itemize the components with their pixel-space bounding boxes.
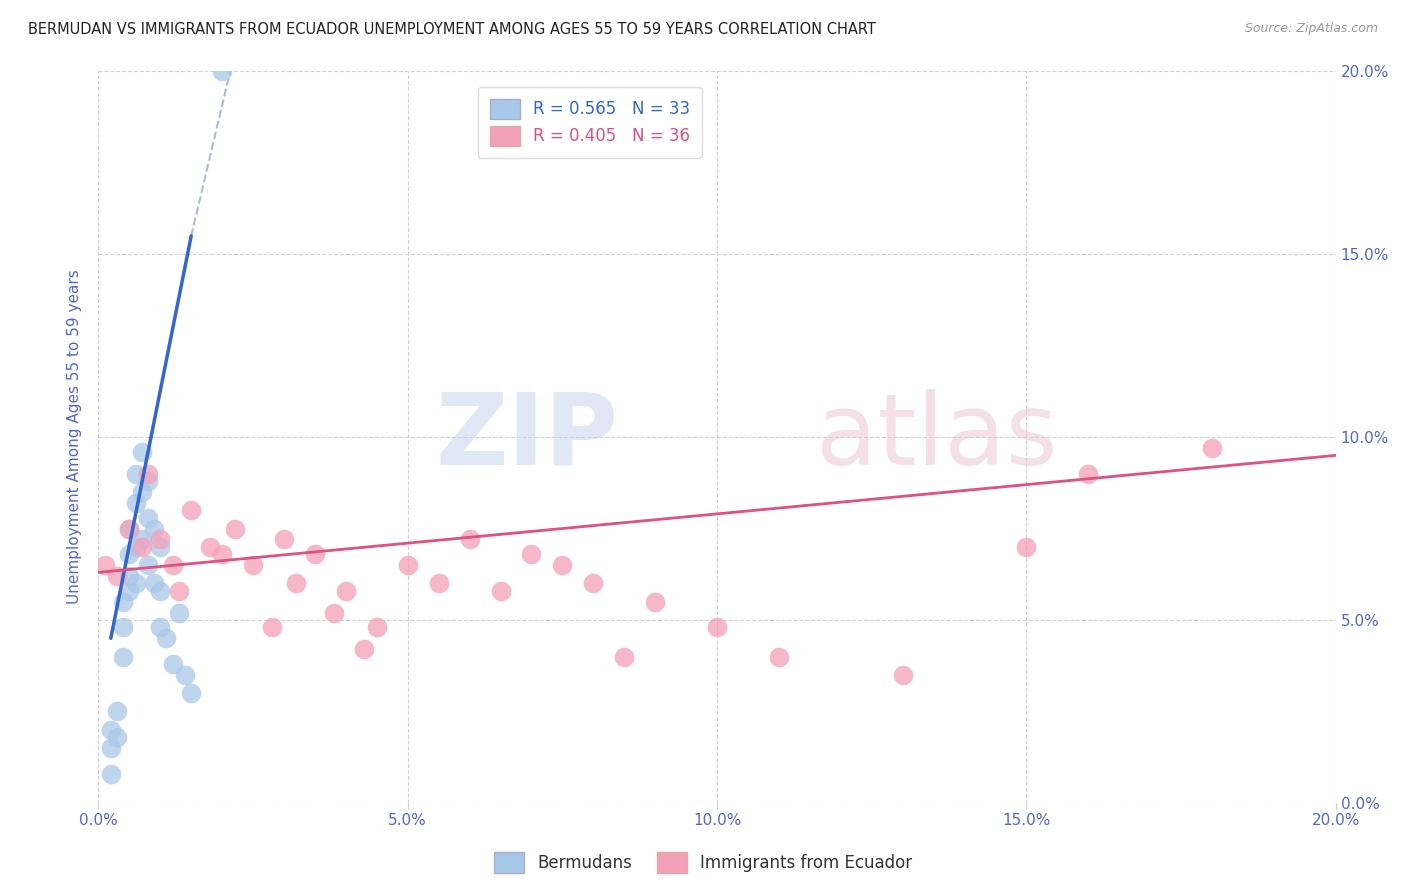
Point <box>162 657 184 671</box>
Legend: R = 0.565   N = 33, R = 0.405   N = 36: R = 0.565 N = 33, R = 0.405 N = 36 <box>478 87 702 158</box>
Point <box>489 583 512 598</box>
Point <box>100 766 122 780</box>
Point <box>100 740 122 755</box>
Point <box>136 474 159 488</box>
Point <box>458 533 481 547</box>
Point <box>520 547 543 561</box>
Point <box>162 558 184 573</box>
Point <box>1201 441 1223 455</box>
Point <box>891 667 914 681</box>
Point <box>180 503 202 517</box>
Point <box>149 620 172 634</box>
Point <box>167 606 190 620</box>
Point <box>105 569 128 583</box>
Point <box>167 583 190 598</box>
Point <box>551 558 574 573</box>
Text: atlas: atlas <box>815 389 1057 485</box>
Y-axis label: Unemployment Among Ages 55 to 59 years: Unemployment Among Ages 55 to 59 years <box>67 269 83 605</box>
Point <box>273 533 295 547</box>
Point <box>1015 540 1038 554</box>
Point <box>136 467 159 481</box>
Point <box>131 533 153 547</box>
Point <box>242 558 264 573</box>
Point <box>124 576 146 591</box>
Point <box>582 576 605 591</box>
Point <box>149 533 172 547</box>
Point <box>260 620 283 634</box>
Point <box>105 705 128 719</box>
Point <box>353 642 375 657</box>
Point <box>613 649 636 664</box>
Point <box>143 576 166 591</box>
Point <box>706 620 728 634</box>
Text: ZIP: ZIP <box>436 389 619 485</box>
Legend: Bermudans, Immigrants from Ecuador: Bermudans, Immigrants from Ecuador <box>486 846 920 880</box>
Point <box>211 64 233 78</box>
Point <box>174 667 197 681</box>
Point <box>285 576 308 591</box>
Point <box>322 606 344 620</box>
Point <box>1077 467 1099 481</box>
Point <box>335 583 357 598</box>
Point <box>180 686 202 700</box>
Point <box>396 558 419 573</box>
Point <box>124 496 146 510</box>
Point <box>644 594 666 608</box>
Point <box>112 594 135 608</box>
Point <box>131 485 153 500</box>
Point <box>93 558 115 573</box>
Point <box>304 547 326 561</box>
Point <box>768 649 790 664</box>
Point <box>105 730 128 744</box>
Point <box>427 576 450 591</box>
Point <box>118 547 141 561</box>
Point <box>118 583 141 598</box>
Text: BERMUDAN VS IMMIGRANTS FROM ECUADOR UNEMPLOYMENT AMONG AGES 55 TO 59 YEARS CORRE: BERMUDAN VS IMMIGRANTS FROM ECUADOR UNEM… <box>28 22 876 37</box>
Point <box>143 521 166 535</box>
Point <box>131 540 153 554</box>
Text: Source: ZipAtlas.com: Source: ZipAtlas.com <box>1244 22 1378 36</box>
Point <box>149 583 172 598</box>
Point <box>118 521 141 535</box>
Point <box>224 521 246 535</box>
Point <box>136 558 159 573</box>
Point <box>124 540 146 554</box>
Point <box>100 723 122 737</box>
Point <box>211 547 233 561</box>
Point <box>112 649 135 664</box>
Point <box>131 444 153 458</box>
Point <box>118 521 141 535</box>
Point <box>136 510 159 524</box>
Point <box>124 467 146 481</box>
Point <box>149 540 172 554</box>
Point <box>198 540 221 554</box>
Point <box>112 620 135 634</box>
Point <box>366 620 388 634</box>
Point <box>118 569 141 583</box>
Point <box>155 632 177 646</box>
